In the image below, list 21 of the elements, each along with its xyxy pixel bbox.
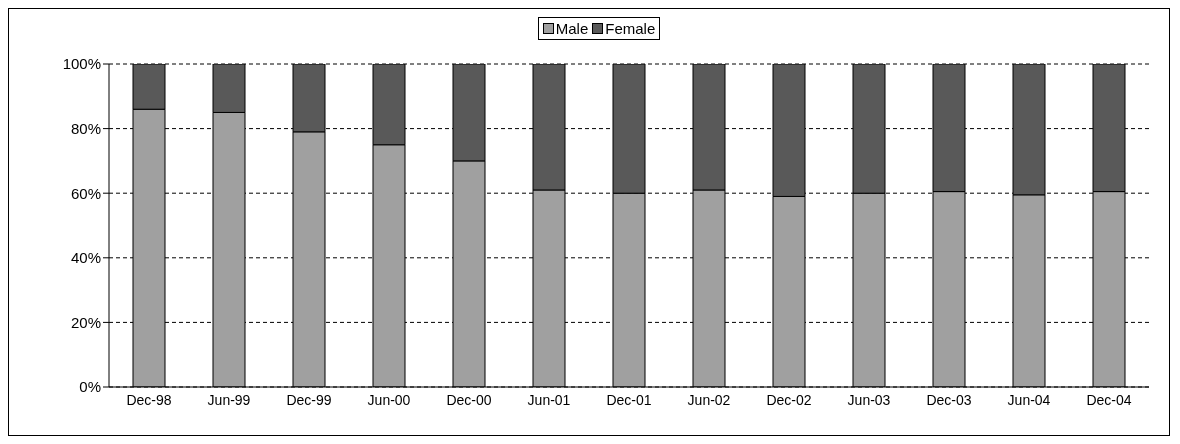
x-tick-label: Dec-98 [126, 391, 172, 408]
x-tick-label: Dec-99 [286, 391, 332, 408]
x-tick-label: Jun-02 [687, 391, 731, 408]
y-tick-label: 0% [79, 378, 101, 396]
y-tick-label: 80% [70, 119, 101, 137]
x-tick-label: Dec-02 [766, 391, 812, 408]
x-tick-label: Dec-01 [606, 391, 652, 408]
x-tick-label: Jun-00 [367, 391, 411, 408]
x-tick-label: Jun-01 [527, 391, 571, 408]
x-tick-label: Dec-00 [446, 391, 492, 408]
y-tick-label: 60% [70, 184, 101, 202]
legend-label: Male [555, 20, 589, 37]
y-tick-label: 100% [62, 55, 101, 73]
legend-label: Female [605, 20, 656, 37]
x-tick-label: Dec-04 [1086, 391, 1132, 408]
x-tick-label: Jun-03 [847, 391, 891, 408]
x-tick-label: Jun-04 [1007, 391, 1051, 408]
y-tick-label: 40% [70, 249, 101, 267]
x-tick-label: Jun-99 [207, 391, 251, 408]
y-tick-label: 20% [70, 313, 101, 331]
x-tick-label: Dec-03 [926, 391, 972, 408]
